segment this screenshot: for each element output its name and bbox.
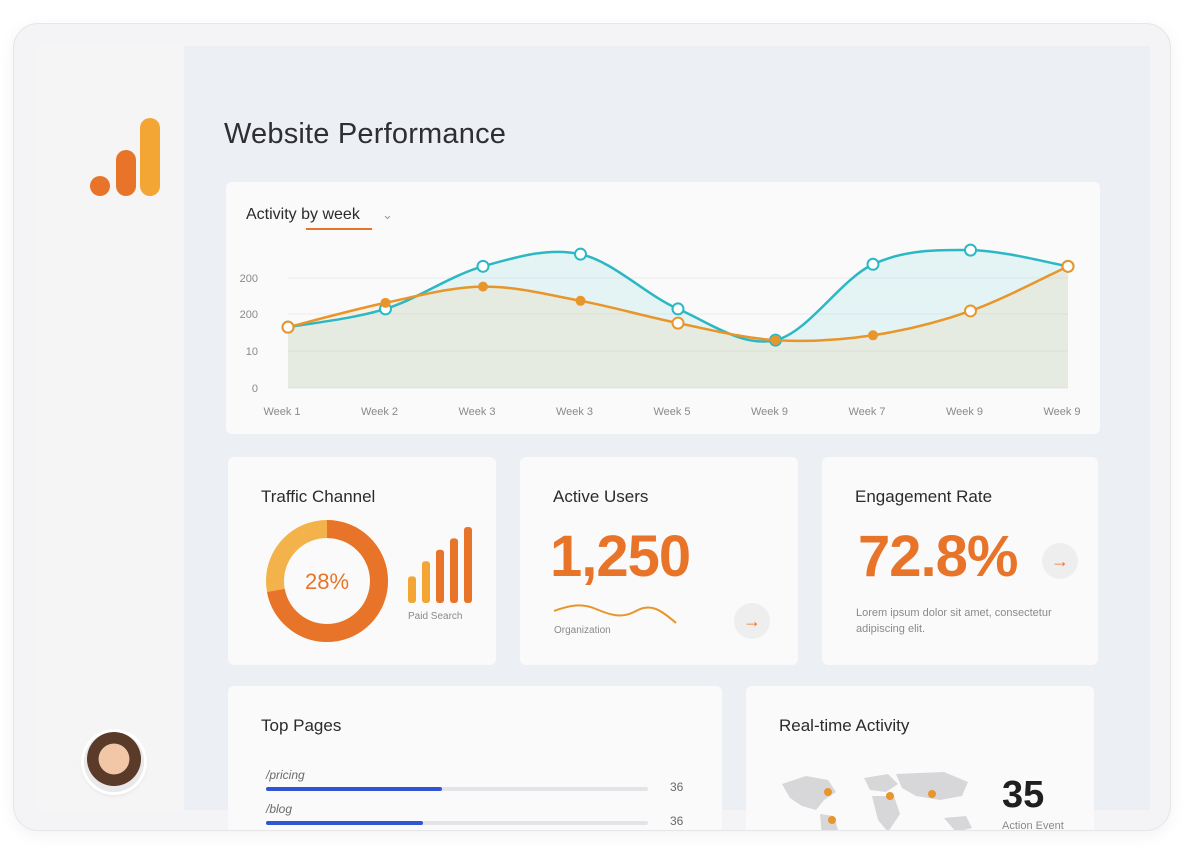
engagement-rate-card: Engagement Rate 72.8% → Lorem ipsum dolo… <box>822 457 1098 665</box>
traffic-bars-label: Paid Search <box>408 611 462 622</box>
x-tick-label: Week 3 <box>556 406 593 418</box>
world-map-icon <box>782 772 972 830</box>
engagement-arrow-button[interactable]: → <box>1042 543 1078 579</box>
y-tick-label: 10 <box>246 346 258 358</box>
page-bar-fill <box>266 787 442 791</box>
x-tick-label: Week 9 <box>751 406 788 418</box>
data-point <box>574 247 587 261</box>
activity-chart-card: Activity by week ⌄ 200 200 10 0 Week 1 Week 2… <box>226 182 1100 434</box>
traffic-bars <box>408 527 472 603</box>
data-point <box>476 259 490 273</box>
traffic-bar <box>422 561 430 603</box>
main-content: Website Performance Activity by week ⌄ 2… <box>184 46 1150 830</box>
traffic-bar <box>408 576 416 603</box>
engagement-value: 72.8% <box>858 524 1018 589</box>
analytics-logo[interactable] <box>90 116 162 196</box>
active-users-arrow-button[interactable]: → <box>734 603 770 639</box>
active-users-caption: Organization <box>554 625 611 636</box>
page-bar-fill <box>266 821 423 825</box>
top-pages-card: Top Pages /pricing 36 /blog 36 <box>228 686 722 830</box>
realtime-label: Action Event <box>1002 820 1064 830</box>
top-pages-title: Top Pages <box>261 716 342 735</box>
data-point <box>281 320 295 334</box>
data-point <box>380 297 391 308</box>
chevron-down-icon[interactable]: ⌄ <box>382 207 393 222</box>
data-point <box>575 295 586 306</box>
device-frame: Website Performance Activity by week ⌄ 2… <box>14 24 1170 830</box>
traffic-bar <box>464 527 472 603</box>
y-tick-label: 0 <box>252 383 258 395</box>
x-tick-label: Week 3 <box>458 406 495 418</box>
traffic-title: Traffic Channel <box>261 487 376 506</box>
page-bar-track <box>266 821 648 825</box>
data-point <box>964 243 977 257</box>
realtime-title: Real-time Activity <box>779 716 910 735</box>
traffic-channel-card: Traffic Channel 28% Paid Search <box>228 457 496 665</box>
data-point <box>770 335 781 346</box>
x-tick-label: Week 5 <box>653 406 690 418</box>
realtime-activity-card: Real-time Activity 35 Action Event <box>746 686 1094 830</box>
y-tick-label: 200 <box>240 309 258 321</box>
chart-title-underline <box>306 228 372 230</box>
page-bar-track <box>266 787 648 791</box>
engagement-description: Lorem ipsum dolor sit amet, consectetur … <box>856 607 1052 635</box>
donut-arc <box>266 520 388 642</box>
sidebar <box>34 46 184 810</box>
data-point <box>964 304 977 318</box>
chart-title[interactable]: Activity by week <box>246 206 360 223</box>
x-tick-label: Week 9 <box>1043 406 1080 418</box>
traffic-donut-chart: 28% Paid Search <box>266 520 472 642</box>
user-avatar[interactable] <box>84 732 144 792</box>
x-tick-label: Week 1 <box>263 406 300 418</box>
data-point <box>671 302 685 316</box>
data-point <box>868 330 878 341</box>
activity-chart: 200 200 10 0 Week 1 Week 2 Week 3 Week 3 Week 5 W… <box>240 243 1081 418</box>
donut-label: 28% <box>305 569 349 594</box>
realtime-value: 35 <box>1002 774 1045 816</box>
active-users-card: Active Users 1,250 Organization → <box>520 457 798 665</box>
page-count: 36 <box>670 814 684 828</box>
active-users-value: 1,250 <box>550 524 691 589</box>
active-users-sparkline <box>553 604 677 624</box>
page-count: 36 <box>670 780 684 794</box>
data-point <box>866 257 880 271</box>
y-tick-label: 200 <box>240 273 258 285</box>
x-tick-label: Week 9 <box>946 406 983 418</box>
page-title: Website Performance <box>224 118 507 150</box>
data-point <box>1061 259 1075 273</box>
traffic-bar <box>436 549 444 603</box>
data-point <box>671 316 685 330</box>
page-path[interactable]: /blog <box>266 802 293 816</box>
x-tick-label: Week 2 <box>361 406 398 418</box>
data-point <box>478 281 488 292</box>
page-path[interactable]: /pricing <box>266 768 305 782</box>
engagement-title: Engagement Rate <box>855 487 993 506</box>
x-tick-label: Week 7 <box>848 406 885 418</box>
traffic-bar <box>450 538 458 603</box>
active-users-title: Active Users <box>553 487 649 506</box>
